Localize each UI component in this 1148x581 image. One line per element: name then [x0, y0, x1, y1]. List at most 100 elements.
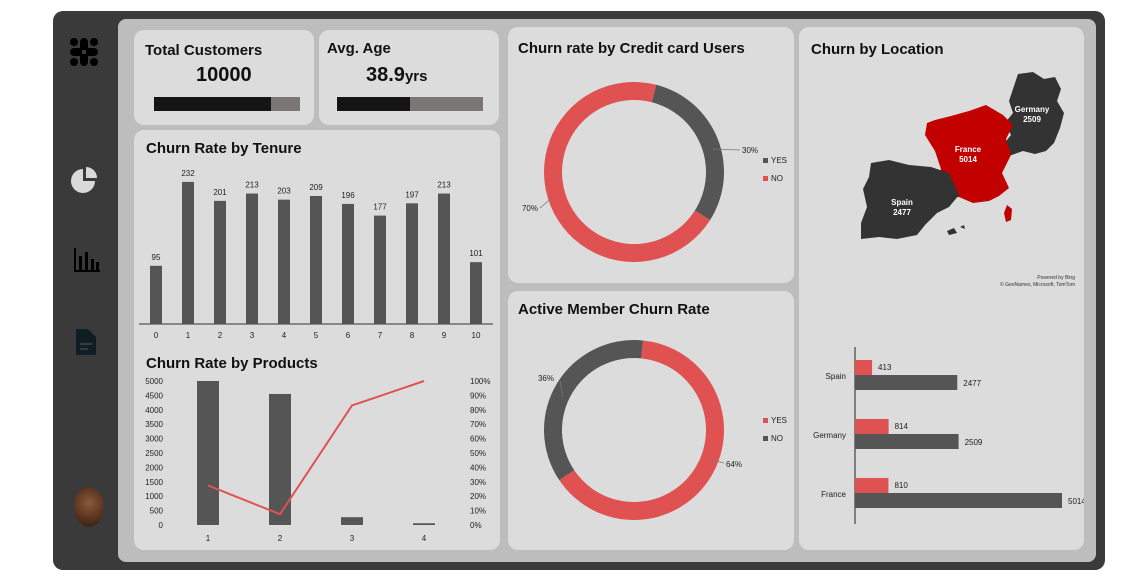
location-map: Germany 2509 France 5014 Spain 2477 Powe…	[861, 72, 1075, 288]
kpi-avg-age-unit: yrs	[404, 68, 428, 85]
tenure-bar-label: 101	[469, 249, 483, 258]
location-bar-churned	[855, 360, 873, 375]
location-category-label: Germany	[813, 431, 846, 440]
products-right-tick: 100%	[470, 377, 490, 386]
kpi-total-customers-value: 10000	[196, 64, 252, 86]
donut-value-label: 36%	[538, 374, 554, 383]
tenure-bar-label: 201	[213, 188, 227, 197]
tenure-bar-label: 197	[405, 190, 419, 199]
donut-leader-line	[559, 380, 564, 398]
tenure-bar-label: 232	[181, 169, 195, 178]
tenure-bar	[406, 203, 418, 324]
products-right-tick: 90%	[470, 391, 486, 400]
location-bar-churned-label: 814	[895, 422, 909, 431]
kpi-avg-age-label: Avg. Age	[327, 40, 391, 57]
tenure-x-tick: 3	[250, 331, 255, 340]
active-chart-title: Active Member Churn Rate	[518, 301, 710, 318]
donut-leader-line	[539, 196, 554, 209]
pie-chart-icon[interactable]	[71, 167, 97, 193]
document-icon[interactable]	[76, 329, 96, 355]
location-card: Churn by Location Germany 2509 France 50…	[799, 27, 1084, 550]
map-label-spain-name: Spain	[891, 198, 913, 207]
tenure-x-tick: 10	[472, 331, 481, 340]
kpi-avg-age-value-wrap: 38.9yrs	[366, 64, 427, 87]
kpi-total-customers-progress	[154, 97, 300, 111]
sidebar-icons	[70, 38, 100, 355]
products-x-tick: 3	[350, 534, 355, 543]
tenure-bar	[374, 215, 386, 324]
tenure-bar-label: 213	[437, 181, 451, 190]
tenure-bar-label: 209	[309, 183, 323, 192]
location-category-label: Spain	[826, 372, 846, 381]
tenure-x-tick: 7	[378, 331, 383, 340]
products-rate-line	[207, 380, 425, 516]
legend-label: NO	[771, 434, 783, 443]
tenure-chart-title: Churn Rate by Tenure	[146, 140, 302, 157]
map-credit-line2: © GeoNames, Microsoft, TomTom	[1000, 281, 1075, 288]
tenure-bar-label: 203	[277, 187, 291, 196]
products-left-tick: 3000	[145, 435, 163, 444]
products-x-tick: 1	[206, 534, 211, 543]
products-x-tick: 2	[278, 534, 283, 543]
legend-swatch	[763, 418, 768, 423]
credit-chart-title: Churn rate by Credit card Users	[518, 40, 745, 57]
tenure-bar	[310, 195, 322, 324]
products-left-tick: 2500	[145, 449, 163, 458]
location-bar-total-label: 5014	[1068, 497, 1084, 506]
map-label-germany-value: 2509	[1023, 115, 1041, 124]
products-bar	[197, 381, 219, 525]
products-bar	[413, 523, 435, 525]
legend-label: NO	[771, 174, 783, 183]
donut-value-label: 64%	[726, 460, 742, 469]
slack-logo-icon[interactable]	[70, 38, 98, 66]
credit-donut-svg: 30% 70% YES NO	[522, 82, 787, 262]
products-right-tick: 80%	[470, 406, 486, 415]
location-bar-churned	[855, 478, 889, 493]
kpi-total-customers-label: Total Customers	[145, 42, 263, 59]
location-bar-churned-label: 413	[878, 363, 892, 372]
active-member-card: Active Member Churn Rate 64% 36% YES NO	[508, 291, 794, 550]
spain-shape	[861, 160, 959, 239]
products-left-tick: 3500	[145, 420, 163, 429]
sidebar	[53, 11, 117, 570]
tenure-x-tick: 6	[346, 331, 351, 340]
products-left-tick: 500	[150, 507, 164, 516]
kpi-avg-age: Avg. Age 38.9yrs	[319, 30, 499, 125]
donut-slice-yes	[651, 84, 724, 221]
tenure-bar-label: 95	[152, 253, 161, 262]
products-chart-title: Churn Rate by Products	[146, 355, 318, 372]
tenure-products-svg: 9502321201221332034209519661777197821391…	[139, 169, 493, 543]
location-bar-total-label: 2477	[963, 379, 981, 388]
products-right-tick: 40%	[470, 463, 486, 472]
donut-value-label: 30%	[742, 146, 758, 155]
products-left-tick: 4500	[145, 391, 163, 400]
legend-label: YES	[771, 156, 787, 165]
tenure-x-tick: 5	[314, 331, 319, 340]
location-chart-title: Churn by Location	[811, 41, 944, 58]
products-right-tick: 20%	[470, 492, 486, 501]
tenure-products-card: Churn Rate by Tenure Churn Rate by Produ…	[134, 130, 500, 550]
corsica-shape	[1004, 205, 1012, 222]
tenure-bar	[470, 262, 482, 324]
tenure-bar	[150, 265, 162, 324]
products-x-tick: 4	[422, 534, 427, 543]
map-credit-line1: Powered by Bing	[1037, 275, 1075, 281]
legend-label: YES	[771, 416, 787, 425]
tenure-bar	[342, 203, 354, 324]
donut-leader-line	[707, 458, 725, 464]
tenure-x-tick: 8	[410, 331, 415, 340]
tenure-bar	[182, 181, 194, 324]
credit-card-card: Churn rate by Credit card Users 30% 70% YE…	[508, 27, 794, 283]
products-left-tick: 4000	[145, 406, 163, 415]
user-avatar[interactable]	[74, 487, 104, 527]
tenure-x-tick: 2	[218, 331, 223, 340]
tenure-bar-label: 196	[341, 191, 355, 200]
products-right-tick: 50%	[470, 449, 486, 458]
tenure-bar-label: 177	[373, 203, 387, 212]
kpi-total-customers: Total Customers 10000	[134, 30, 314, 125]
bar-chart-icon[interactable]	[74, 248, 100, 272]
tenure-bar	[438, 193, 450, 324]
location-bar-total	[855, 434, 959, 449]
products-left-tick: 2000	[145, 463, 163, 472]
map-label-france-name: France	[955, 145, 982, 154]
